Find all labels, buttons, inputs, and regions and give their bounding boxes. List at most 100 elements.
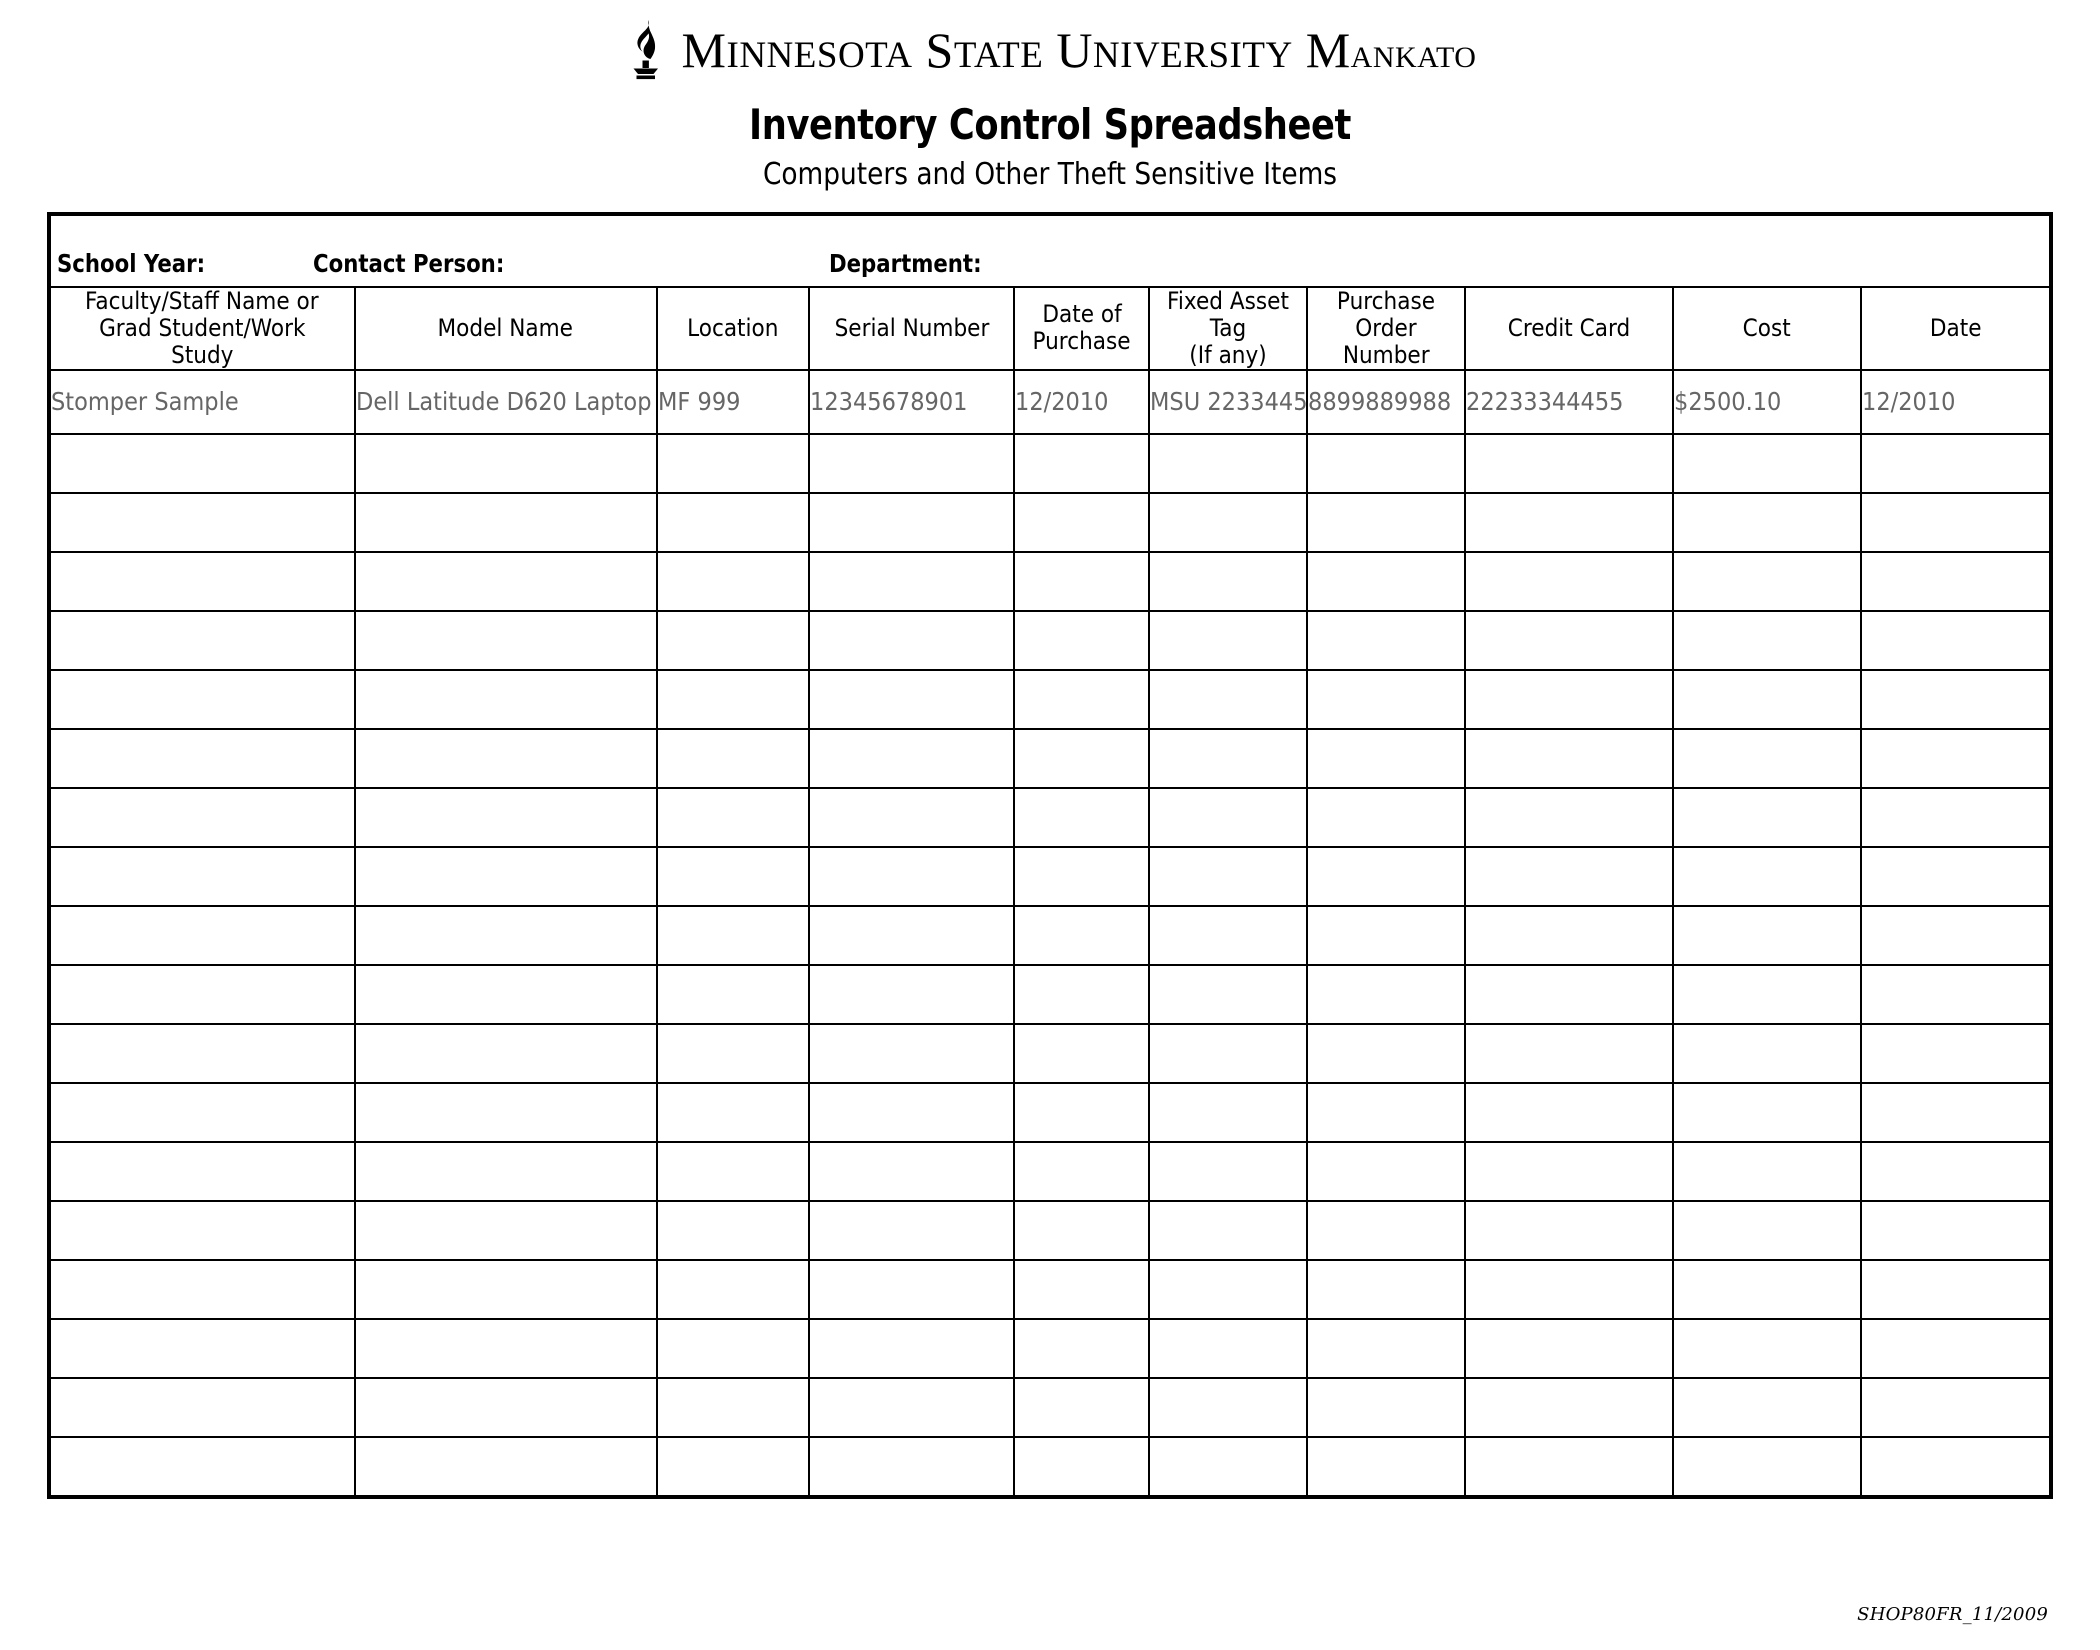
cell-po-number-empty[interactable] bbox=[1306, 904, 1466, 966]
cell-date-empty[interactable] bbox=[1859, 963, 2053, 1025]
cell-name-empty[interactable] bbox=[48, 1022, 356, 1084]
cell-credit-card-empty[interactable] bbox=[1464, 1258, 1674, 1320]
cell-serial-empty[interactable] bbox=[807, 1435, 1016, 1498]
cell-name-empty[interactable] bbox=[48, 1435, 356, 1498]
cell-date-empty[interactable] bbox=[1859, 1022, 2053, 1084]
table-row[interactable] bbox=[48, 1435, 2053, 1498]
cell-location-empty[interactable] bbox=[655, 845, 810, 907]
cell-date-purchase-empty[interactable] bbox=[1013, 1022, 1151, 1084]
cell-location-empty[interactable] bbox=[655, 1199, 810, 1261]
cell-name-empty[interactable] bbox=[48, 904, 356, 966]
cell-location-empty[interactable] bbox=[655, 1435, 810, 1498]
cell-po-number-empty[interactable] bbox=[1306, 1022, 1466, 1084]
cell-date-empty[interactable] bbox=[1859, 1376, 2053, 1438]
cell-name-empty[interactable] bbox=[48, 786, 356, 848]
cell-model-empty[interactable] bbox=[353, 1022, 658, 1084]
cell-date-empty[interactable] bbox=[1859, 491, 2053, 553]
cell-model-empty[interactable] bbox=[353, 491, 658, 553]
cell-asset-tag-empty[interactable] bbox=[1148, 1199, 1309, 1261]
cell-date-empty[interactable] bbox=[1859, 1317, 2053, 1379]
cell-model-empty[interactable] bbox=[353, 727, 658, 789]
cell-asset-tag-empty[interactable] bbox=[1148, 1140, 1309, 1202]
cell-model-empty[interactable] bbox=[353, 845, 658, 907]
cell-asset-tag-empty[interactable] bbox=[1148, 432, 1309, 494]
cell-cost-empty[interactable] bbox=[1671, 1199, 1862, 1261]
cell-serial-empty[interactable] bbox=[807, 550, 1016, 612]
cell-serial-empty[interactable] bbox=[807, 1199, 1016, 1261]
cell-cost-empty[interactable] bbox=[1671, 963, 1862, 1025]
cell-po-number-empty[interactable] bbox=[1306, 1376, 1466, 1438]
cell-po-number-empty[interactable] bbox=[1306, 963, 1466, 1025]
cell-po-number-empty[interactable] bbox=[1306, 432, 1466, 494]
cell-po-number-empty[interactable] bbox=[1306, 1140, 1466, 1202]
cell-asset-tag-empty[interactable] bbox=[1148, 668, 1309, 730]
table-row[interactable] bbox=[48, 668, 2053, 730]
cell-asset-tag-empty[interactable] bbox=[1148, 1435, 1309, 1498]
table-row[interactable] bbox=[48, 432, 2053, 494]
table-row[interactable] bbox=[48, 1317, 2053, 1379]
cell-asset-tag-empty[interactable] bbox=[1148, 1258, 1309, 1320]
cell-date-purchase-empty[interactable] bbox=[1013, 432, 1151, 494]
cell-date-empty[interactable] bbox=[1859, 1258, 2053, 1320]
cell-asset-tag-empty[interactable] bbox=[1148, 550, 1309, 612]
cell-name-empty[interactable] bbox=[48, 432, 356, 494]
cell-name-empty[interactable] bbox=[48, 668, 356, 730]
table-row[interactable] bbox=[48, 1199, 2053, 1261]
cell-model-empty[interactable] bbox=[353, 1081, 658, 1143]
cell-po-number-empty[interactable] bbox=[1306, 1435, 1466, 1498]
cell-asset-tag-empty[interactable] bbox=[1148, 845, 1309, 907]
cell-model-empty[interactable] bbox=[353, 1199, 658, 1261]
table-row[interactable] bbox=[48, 1376, 2053, 1438]
cell-model-empty[interactable] bbox=[353, 609, 658, 671]
cell-asset-tag-empty[interactable] bbox=[1148, 491, 1309, 553]
cell-date-purchase-empty[interactable] bbox=[1013, 1435, 1151, 1498]
cell-cost-empty[interactable] bbox=[1671, 1081, 1862, 1143]
cell-name[interactable]: Stomper Sample bbox=[48, 368, 356, 435]
cell-serial-empty[interactable] bbox=[807, 1140, 1016, 1202]
cell-location-empty[interactable] bbox=[655, 491, 810, 553]
cell-serial-empty[interactable] bbox=[807, 609, 1016, 671]
table-row[interactable] bbox=[48, 786, 2053, 848]
cell-date-purchase-empty[interactable] bbox=[1013, 963, 1151, 1025]
cell-location-empty[interactable] bbox=[655, 609, 810, 671]
cell-asset-tag-empty[interactable] bbox=[1148, 963, 1309, 1025]
cell-po-number[interactable]: 8899889988 bbox=[1306, 368, 1466, 435]
sample-data-row[interactable]: Stomper Sample Dell Latitude D620 Laptop… bbox=[48, 368, 2053, 435]
table-row[interactable] bbox=[48, 1140, 2053, 1202]
cell-credit-card-empty[interactable] bbox=[1464, 963, 1674, 1025]
cell-serial-empty[interactable] bbox=[807, 1258, 1016, 1320]
cell-po-number-empty[interactable] bbox=[1306, 727, 1466, 789]
cell-credit-card-empty[interactable] bbox=[1464, 1081, 1674, 1143]
cell-credit-card-empty[interactable] bbox=[1464, 550, 1674, 612]
cell-name-empty[interactable] bbox=[48, 727, 356, 789]
cell-po-number-empty[interactable] bbox=[1306, 609, 1466, 671]
cell-location-empty[interactable] bbox=[655, 432, 810, 494]
cell-model-empty[interactable] bbox=[353, 1258, 658, 1320]
cell-cost-empty[interactable] bbox=[1671, 1435, 1862, 1498]
contact-person-label[interactable]: Contact Person: bbox=[313, 249, 505, 278]
cell-serial-empty[interactable] bbox=[807, 904, 1016, 966]
cell-credit-card-empty[interactable] bbox=[1464, 727, 1674, 789]
cell-model-empty[interactable] bbox=[353, 963, 658, 1025]
cell-cost-empty[interactable] bbox=[1671, 845, 1862, 907]
cell-cost-empty[interactable] bbox=[1671, 432, 1862, 494]
cell-location-empty[interactable] bbox=[655, 786, 810, 848]
cell-date-purchase-empty[interactable] bbox=[1013, 786, 1151, 848]
cell-date-empty[interactable] bbox=[1859, 727, 2053, 789]
cell-credit-card-empty[interactable] bbox=[1464, 1435, 1674, 1498]
cell-date-purchase-empty[interactable] bbox=[1013, 1317, 1151, 1379]
cell-cost-empty[interactable] bbox=[1671, 1376, 1862, 1438]
cell-po-number-empty[interactable] bbox=[1306, 1081, 1466, 1143]
cell-date-purchase-empty[interactable] bbox=[1013, 845, 1151, 907]
table-row[interactable] bbox=[48, 727, 2053, 789]
table-row[interactable] bbox=[48, 1258, 2053, 1320]
cell-credit-card-empty[interactable] bbox=[1464, 609, 1674, 671]
table-row[interactable] bbox=[48, 1081, 2053, 1143]
cell-name-empty[interactable] bbox=[48, 1376, 356, 1438]
cell-cost-empty[interactable] bbox=[1671, 1140, 1862, 1202]
cell-credit-card-empty[interactable] bbox=[1464, 845, 1674, 907]
cell-serial-empty[interactable] bbox=[807, 786, 1016, 848]
cell-model-empty[interactable] bbox=[353, 786, 658, 848]
cell-name-empty[interactable] bbox=[48, 550, 356, 612]
cell-credit-card-empty[interactable] bbox=[1464, 1317, 1674, 1379]
